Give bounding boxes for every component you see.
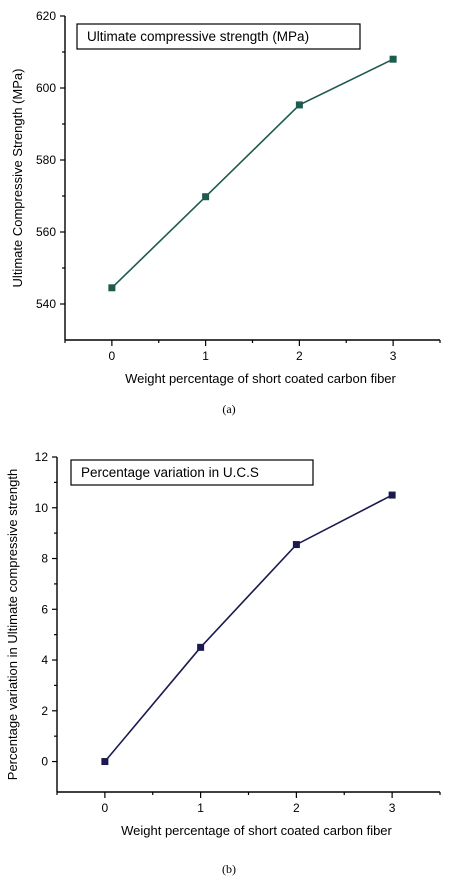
chart-b-series-line bbox=[104, 494, 393, 763]
chart-b-legend: Percentage variation in U.C.S bbox=[70, 459, 314, 486]
chart-b-y-axis-title: Percentage variation in Ultimate compres… bbox=[5, 469, 20, 780]
chart-a-y-tick-label: 620 bbox=[36, 9, 56, 23]
chart-a-x-axis-title: Weight percentage of short coated carbon… bbox=[125, 371, 396, 386]
chart-b-data-point bbox=[101, 758, 109, 766]
chart-a-legend-box bbox=[76, 23, 361, 50]
chart-a-y-tick-label: 540 bbox=[36, 297, 56, 311]
chart-b-x-tick-label: 2 bbox=[293, 801, 300, 815]
chart-b-y-tick-label: 2 bbox=[41, 704, 48, 718]
chart-a-legend-text: Ultimate compressive strength (MPa) bbox=[87, 29, 309, 44]
chart-a-data-point bbox=[202, 193, 210, 201]
chart-b-data-point bbox=[197, 643, 205, 651]
chart-b-data-point bbox=[292, 541, 300, 549]
chart-a-marks bbox=[108, 55, 397, 292]
chart-a-y-tick-label: 560 bbox=[36, 225, 56, 239]
chart-a-caption: (a) bbox=[222, 402, 235, 416]
chart-b-legend-box bbox=[70, 459, 314, 486]
chart-a: 540 560 580 600 620 0 1 2 3 Ultimate compressive… bbox=[10, 9, 441, 416]
chart-a-x-tick-label: 0 bbox=[109, 349, 116, 363]
chart-a-x-tick-label: 1 bbox=[202, 349, 209, 363]
chart-b-caption: (b) bbox=[222, 862, 236, 876]
chart-b-y-tick-label: 4 bbox=[41, 653, 48, 667]
chart-a-y-tick-label: 580 bbox=[36, 153, 56, 167]
chart-b-y-tick-label: 10 bbox=[35, 501, 49, 515]
chart-b-y-tick-label: 6 bbox=[41, 602, 48, 616]
chart-a-axes: 540 560 580 600 620 0 1 2 3 bbox=[36, 9, 441, 363]
chart-a-y-tick-label: 600 bbox=[36, 81, 56, 95]
chart-a-data-point bbox=[295, 101, 303, 109]
chart-a-data-point bbox=[389, 55, 397, 63]
chart-b-y-tick-label: 0 bbox=[41, 755, 48, 769]
chart-b-x-axis-title: Weight percentage of short coated carbon… bbox=[121, 823, 392, 838]
chart-b-y-tick-label: 12 bbox=[35, 450, 49, 464]
chart-b-y-tick-label: 8 bbox=[41, 552, 48, 566]
chart-a-data-point bbox=[108, 284, 116, 292]
chart-a-y-axis-title: Ultimate Compressive Strength (MPa) bbox=[10, 69, 25, 288]
chart-b-x-tick-label: 0 bbox=[102, 801, 109, 815]
chart-b-marks bbox=[101, 491, 396, 766]
chart-a-x-tick-label: 3 bbox=[390, 349, 397, 363]
chart-a-x-tick-label: 2 bbox=[296, 349, 303, 363]
chart-b-x-tick-label: 3 bbox=[389, 801, 396, 815]
chart-b-legend-text: Percentage variation in U.C.S bbox=[81, 465, 259, 480]
chart-a-legend: Ultimate compressive strength (MPa) bbox=[76, 23, 361, 50]
chart-b-x-tick-label: 1 bbox=[197, 801, 204, 815]
chart-b-data-point bbox=[388, 491, 396, 499]
chart-a-series-line bbox=[111, 58, 394, 289]
